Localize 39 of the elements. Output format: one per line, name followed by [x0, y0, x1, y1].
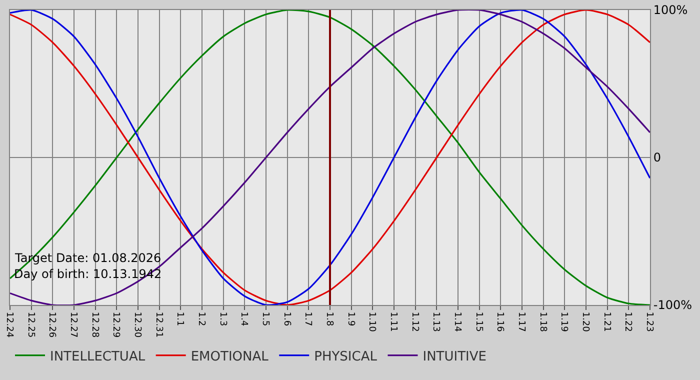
legend-label: INTELLECTUAL [50, 349, 146, 364]
x-tick-label: 1.4 [238, 312, 249, 326]
x-tick-label: 1.18 [537, 312, 548, 332]
legend-label: PHYSICAL [314, 349, 378, 364]
x-tick-label: 1.12 [409, 312, 420, 332]
x-tick-label: 12.25 [25, 312, 36, 338]
x-tick-label: 1.9 [345, 312, 356, 326]
x-tick-label: 1.16 [494, 312, 505, 332]
x-tick-label: 1.21 [601, 312, 612, 332]
x-tick-label: 1.7 [302, 312, 313, 326]
x-tick-label: 12.29 [110, 312, 121, 338]
x-tick-label: 12.26 [46, 312, 57, 338]
legend-label: EMOTIONAL [190, 349, 270, 364]
x-tick-label: 12.27 [68, 312, 78, 338]
x-tick-label: 12.30 [132, 312, 142, 338]
x-tick-label: 1.20 [580, 312, 590, 332]
x-tick-label: 1.23 [644, 312, 654, 332]
x-tick-label: 1.3 [217, 312, 228, 326]
x-tick-label: 1.11 [388, 312, 398, 332]
x-tick-label: 1.14 [452, 312, 462, 332]
x-tick-label: 1.6 [281, 312, 292, 326]
x-tick-label: 1.15 [473, 312, 484, 332]
x-tick-label: 1.8 [324, 312, 334, 326]
x-tick-label: 1.5 [260, 312, 270, 326]
x-tick-label: 12.28 [89, 312, 100, 338]
y-tick-label: 100% [653, 3, 688, 18]
line-series [10, 10, 650, 305]
y-tick-label: 0 [653, 150, 662, 165]
x-tick-label: 1.10 [366, 312, 377, 332]
y-tick-label: -100% [653, 298, 692, 312]
x-tick-label: 12.31 [153, 312, 164, 338]
x-tick-label: 1.19 [558, 312, 569, 332]
x-tick-label: 12.24 [4, 312, 14, 338]
x-tick-label: 1.2 [196, 312, 206, 326]
legend-label: INTUITIVE [422, 349, 486, 364]
x-tick-label: 1.13 [430, 312, 441, 332]
x-tick-label: 1.1 [174, 312, 185, 326]
x-tick-label: 1.22 [622, 312, 633, 332]
x-tick-label: 1.17 [516, 312, 526, 332]
